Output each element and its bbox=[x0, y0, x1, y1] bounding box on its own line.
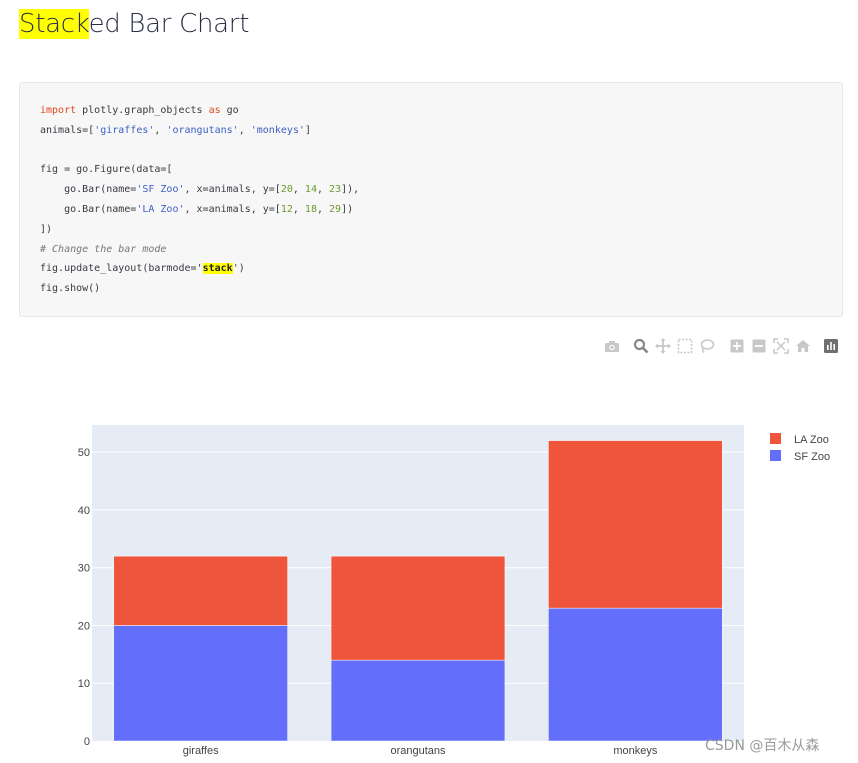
page-title: Stacked Bar Chart bbox=[19, 6, 249, 42]
code-token: ) bbox=[238, 263, 245, 275]
code-token: stack bbox=[202, 263, 233, 275]
y-tick-label: 20 bbox=[78, 620, 90, 632]
code-token: , bbox=[316, 203, 330, 215]
x-tick-label: monkeys bbox=[613, 745, 658, 757]
x-tick-label: orangutans bbox=[390, 745, 446, 757]
zoom-in-icon[interactable] bbox=[728, 336, 746, 356]
code-line: fig.show() bbox=[40, 279, 359, 299]
code-line: import plotly.graph_objects as go bbox=[40, 101, 359, 121]
bar-sf-zoo-giraffes bbox=[113, 625, 288, 742]
code-token: ] bbox=[304, 124, 311, 136]
code-token: 14 bbox=[304, 184, 317, 196]
y-tick-labels: 0 10 20 30 40 50 bbox=[78, 447, 90, 748]
y-tick-label: 0 bbox=[84, 736, 90, 748]
legend-label: LA Zoo bbox=[794, 434, 829, 446]
code-token: fig.show() bbox=[40, 283, 101, 295]
code-token: , x=animals, y=[ bbox=[184, 203, 281, 215]
code-token: ]) bbox=[40, 223, 53, 235]
code-line: # Change the bar mode bbox=[40, 240, 359, 260]
code-token: 20 bbox=[280, 184, 293, 196]
zoom-icon[interactable] bbox=[632, 336, 650, 356]
bars bbox=[113, 440, 723, 742]
code-line: fig = go.Figure(data=[ bbox=[40, 160, 359, 180]
code-line: go.Bar(name='SF Zoo', x=animals, y=[20, … bbox=[40, 180, 359, 200]
code-block: import plotly.graph_objects as go animals… bbox=[19, 82, 843, 317]
code-line: go.Bar(name='LA Zoo', x=animals, y=[12, … bbox=[40, 200, 359, 220]
code-token: 'LA Zoo' bbox=[136, 203, 185, 215]
code-token: plotly.graph_objects bbox=[76, 105, 209, 116]
chart-modebar bbox=[600, 336, 845, 356]
code-token: , x=animals, y=[ bbox=[184, 184, 281, 196]
plotly-logo-icon[interactable] bbox=[822, 336, 840, 356]
y-tick-label: 30 bbox=[78, 563, 90, 575]
code-token: ' bbox=[232, 263, 239, 275]
code-token: ]), bbox=[341, 184, 360, 196]
code-token: as bbox=[208, 105, 221, 116]
code-token: fig = go.Figure(data=[ bbox=[40, 164, 173, 176]
bar-la-zoo-giraffes bbox=[113, 555, 288, 626]
box-select-icon[interactable] bbox=[676, 336, 694, 356]
code-line bbox=[40, 141, 359, 161]
watermark: CSDN @百木从森 bbox=[705, 738, 820, 754]
code-lines: import plotly.graph_objects as go animals… bbox=[40, 101, 359, 299]
code-line: fig.update_layout(barmode='stack') bbox=[40, 259, 359, 279]
lasso-icon[interactable] bbox=[698, 336, 716, 356]
page-title-highlight: Stack bbox=[19, 9, 89, 39]
pan-icon[interactable] bbox=[654, 336, 672, 356]
code-token: 'monkeys' bbox=[250, 124, 305, 136]
page-title-rest: ed Bar Chart bbox=[88, 9, 250, 39]
code-token: , bbox=[316, 184, 330, 196]
code-token: 'giraffes' bbox=[94, 124, 155, 136]
camera-icon[interactable] bbox=[603, 336, 621, 356]
code-token: 'SF Zoo' bbox=[136, 184, 185, 196]
y-tick-label: 40 bbox=[78, 505, 90, 517]
code-line: ]) bbox=[40, 220, 359, 240]
legend-label: SF Zoo bbox=[794, 451, 830, 463]
code-token: import bbox=[40, 105, 77, 116]
stacked-bar-chart: 0 10 20 30 40 50 giraffes orangutans monkeys LA… bbox=[78, 425, 830, 757]
code-token: go.Bar(name= bbox=[40, 203, 137, 215]
code-token: animals=[ bbox=[40, 124, 95, 136]
code-token: 12 bbox=[280, 203, 293, 215]
zoom-out-icon[interactable] bbox=[750, 336, 768, 356]
code-token: , bbox=[154, 124, 167, 136]
code-token: # Change the bar mode bbox=[40, 243, 167, 255]
code-token: 18 bbox=[304, 203, 317, 215]
code-token: ' bbox=[196, 263, 203, 275]
bar-sf-zoo-orangutans bbox=[330, 659, 506, 742]
code-token: , bbox=[238, 124, 251, 136]
legend-swatch bbox=[770, 450, 781, 461]
code-line: animals=['giraffes', 'orangutans', 'monk… bbox=[40, 121, 359, 141]
code-token: , bbox=[292, 184, 305, 196]
code-token: 23 bbox=[329, 184, 342, 196]
bar-sf-zoo-monkeys bbox=[548, 607, 723, 742]
code-token: fig.update_layout(barmode= bbox=[40, 263, 197, 275]
x-tick-labels: giraffes orangutans monkeys bbox=[183, 745, 658, 757]
code-token: , bbox=[292, 203, 305, 215]
reset-axes-icon[interactable] bbox=[794, 336, 812, 356]
x-tick-label: giraffes bbox=[183, 745, 219, 757]
code-token: go.Bar(name= bbox=[40, 184, 137, 196]
code-token: 'orangutans' bbox=[166, 124, 239, 136]
legend: LA Zoo SF Zoo bbox=[770, 433, 830, 463]
code-token: go bbox=[220, 105, 239, 116]
autoscale-icon[interactable] bbox=[772, 336, 790, 356]
code-token: 29 bbox=[329, 203, 342, 215]
y-tick-label: 50 bbox=[78, 447, 90, 459]
code-token: ]) bbox=[341, 203, 354, 215]
bar-la-zoo-monkeys bbox=[548, 440, 723, 609]
bar-la-zoo-orangutans bbox=[330, 555, 506, 661]
y-tick-label: 10 bbox=[78, 678, 90, 690]
legend-swatch bbox=[770, 433, 781, 444]
